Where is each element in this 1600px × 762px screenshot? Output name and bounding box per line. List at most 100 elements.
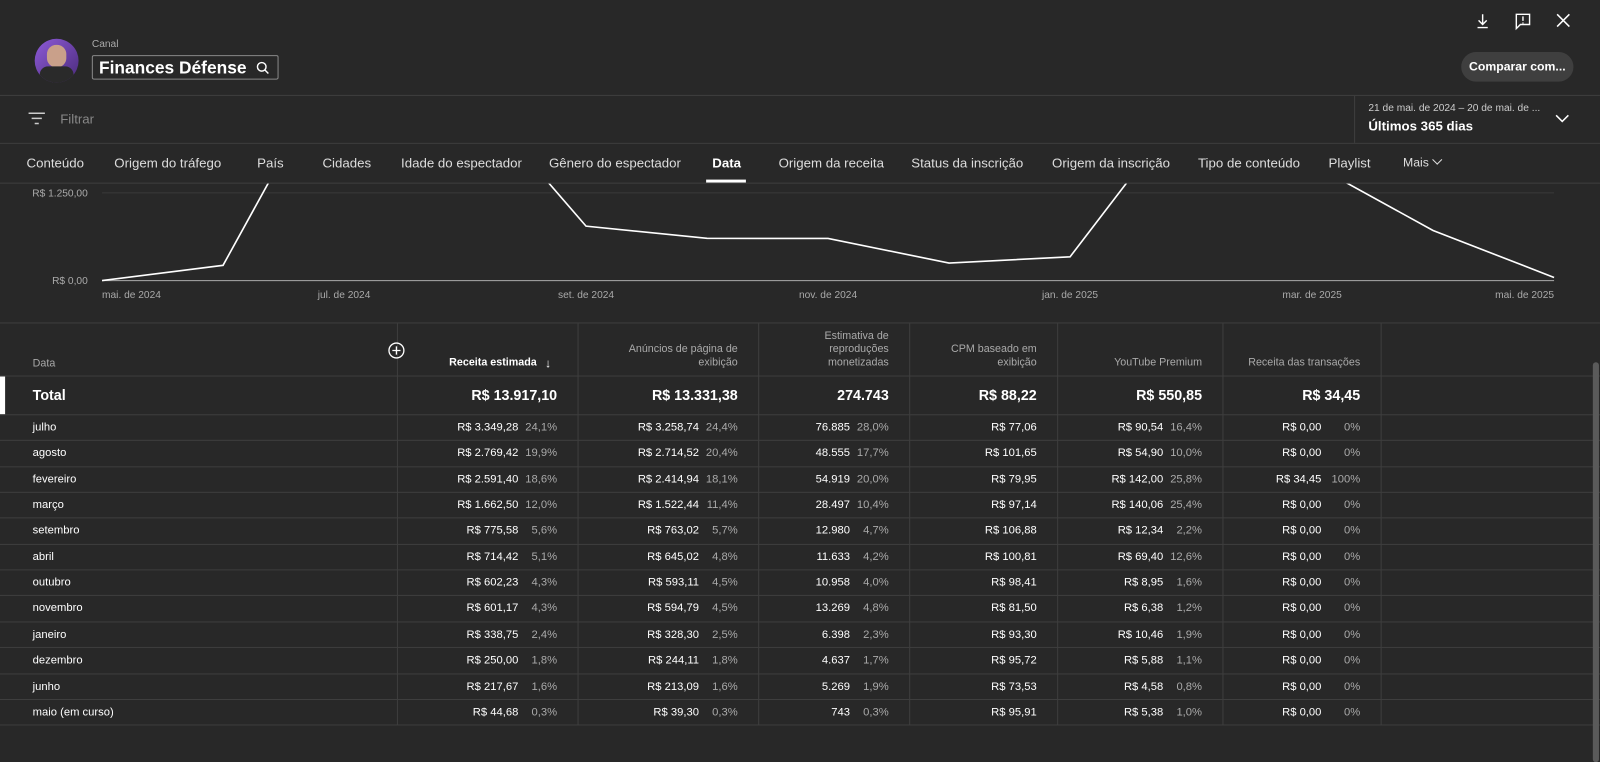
cell-share: 4,3% <box>531 602 558 615</box>
row-label[interactable]: janeiro <box>32 628 67 641</box>
cell-share: 0,3% <box>712 705 738 719</box>
row-label[interactable]: maio (em curso) <box>32 705 114 719</box>
cell-value: R$ 217,67 <box>466 680 519 693</box>
divider <box>1354 95 1356 143</box>
column-header[interactable]: Anúncios de página de exibição <box>628 342 738 369</box>
channel-selector[interactable]: Finances Défense <box>91 55 279 80</box>
tab[interactable]: Origem do tráfego <box>114 155 222 171</box>
cell-value: 4.637 <box>821 654 850 667</box>
cell-share: 4,8% <box>712 550 738 564</box>
column-header[interactable]: Receita das transações <box>1248 356 1361 369</box>
row-divider <box>0 569 1600 571</box>
row-label[interactable]: fevereiro <box>32 473 77 486</box>
cell-value: R$ 338,75 <box>466 628 519 641</box>
cell-value: R$ 3.349,28 <box>457 421 519 434</box>
cell-share: 0,3% <box>863 705 889 719</box>
cell-value: R$ 54,90 <box>1117 447 1164 460</box>
divider <box>0 182 1600 184</box>
row-divider <box>0 466 1600 468</box>
cell-share: 17,7% <box>856 447 889 460</box>
top-icons <box>1477 13 1570 31</box>
cell-share: 4,7% <box>863 524 889 538</box>
row-label[interactable]: agosto <box>32 447 67 460</box>
cell-share: 4,8% <box>863 602 889 615</box>
period[interactable]: Últimos 365 dias <box>1368 118 1474 134</box>
add-column-icon[interactable] <box>388 342 405 359</box>
cell-share: 2,4% <box>531 628 558 641</box>
tab[interactable]: Mais <box>1403 154 1443 169</box>
channel-avatar[interactable] <box>34 38 79 83</box>
total-value: R$ 550,85 <box>1136 386 1203 404</box>
row-label[interactable]: setembro <box>32 524 80 538</box>
cell-value: 10.958 <box>815 576 850 589</box>
cell-share: 18,6% <box>525 473 558 486</box>
scrollbar[interactable] <box>1592 362 1599 762</box>
row-divider <box>0 491 1600 493</box>
column-header[interactable]: Estimativa de reproduções monetizadas <box>824 329 889 369</box>
row-label[interactable]: novembro <box>32 602 83 615</box>
feedback-icon[interactable] <box>1515 13 1531 31</box>
filter-icon[interactable] <box>28 111 46 125</box>
column-header[interactable]: Receita estimada <box>449 356 537 369</box>
tab[interactable]: País <box>257 155 284 171</box>
cell-value: R$ 73,53 <box>991 680 1037 693</box>
cell-value: R$ 213,09 <box>647 680 699 693</box>
cell-value: R$ 142,00 <box>1111 473 1164 486</box>
cell-value: R$ 1.662,50 <box>457 499 519 512</box>
row-label[interactable]: junho <box>32 680 61 693</box>
row-label[interactable]: outubro <box>32 576 71 589</box>
cell-share: 4,2% <box>863 550 889 564</box>
column-header[interactable]: Data <box>32 357 56 370</box>
close-icon[interactable] <box>1556 13 1570 28</box>
tab[interactable]: Playlist <box>1328 155 1371 171</box>
cell-value: 11.633 <box>816 550 850 564</box>
cell-share: 1,8% <box>531 654 558 667</box>
tab[interactable]: Origem da receita <box>778 155 885 171</box>
cell-value: R$ 4,58 <box>1123 680 1164 693</box>
cell-value: 12.980 <box>815 524 850 538</box>
chevron-icon <box>1555 114 1569 123</box>
cell-value: R$ 714,42 <box>466 550 519 564</box>
cell-value: R$ 0,00 <box>1282 447 1322 460</box>
row-label[interactable]: julho <box>32 421 57 434</box>
tab[interactable]: Data <box>712 155 742 171</box>
cell-value: R$ 90,54 <box>1117 421 1164 434</box>
column-header[interactable]: CPM baseado em exibição <box>950 342 1037 369</box>
divider <box>0 94 1600 96</box>
tab[interactable]: Tipo de conteúdo <box>1197 155 1300 171</box>
cell-value: R$ 97,14 <box>991 499 1037 512</box>
tab[interactable]: Origem da inscrição <box>1052 155 1171 171</box>
cell-value: R$ 0,00 <box>1282 499 1322 512</box>
filter-input[interactable]: Filtrar <box>60 111 95 127</box>
line-series <box>101 183 1555 282</box>
cell-value: R$ 34,45 <box>1275 473 1322 486</box>
column-header[interactable]: YouTube Premium <box>1114 356 1203 369</box>
x-tick-label: mar. de 2025 <box>1282 290 1342 301</box>
row-label[interactable]: dezembro <box>32 654 83 667</box>
cell-value: R$ 5,38 <box>1123 705 1164 719</box>
cell-value: R$ 6,38 <box>1123 602 1164 615</box>
cell-share: 0% <box>1343 499 1361 512</box>
cell-value: R$ 593,11 <box>648 576 699 589</box>
download-icon[interactable] <box>1477 14 1488 29</box>
cell-value: R$ 1.522,44 <box>637 499 699 512</box>
cell-share: 18,1% <box>705 473 738 486</box>
tab[interactable]: Gênero do espectador <box>548 155 681 171</box>
tab[interactable]: Status da inscrição <box>911 155 1024 171</box>
tab[interactable]: Cidades <box>322 155 372 171</box>
row-divider <box>0 647 1600 649</box>
tab[interactable]: Conteúdo <box>26 155 85 171</box>
cell-share: 1,9% <box>1176 628 1203 641</box>
row-label[interactable]: abril <box>32 550 54 564</box>
sort-icon[interactable]: ↓ <box>544 356 552 371</box>
row-label[interactable]: março <box>32 499 64 512</box>
row-divider <box>0 543 1600 545</box>
column-divider <box>396 323 398 726</box>
tab[interactable]: Idade do espectador <box>401 155 522 171</box>
divider <box>0 322 1600 324</box>
cell-value: R$ 3.258,74 <box>637 421 699 434</box>
cell-share: 20,0% <box>856 473 889 486</box>
compare-button[interactable]: Comparar com... <box>1461 52 1574 82</box>
cell-value: R$ 79,95 <box>991 473 1037 486</box>
